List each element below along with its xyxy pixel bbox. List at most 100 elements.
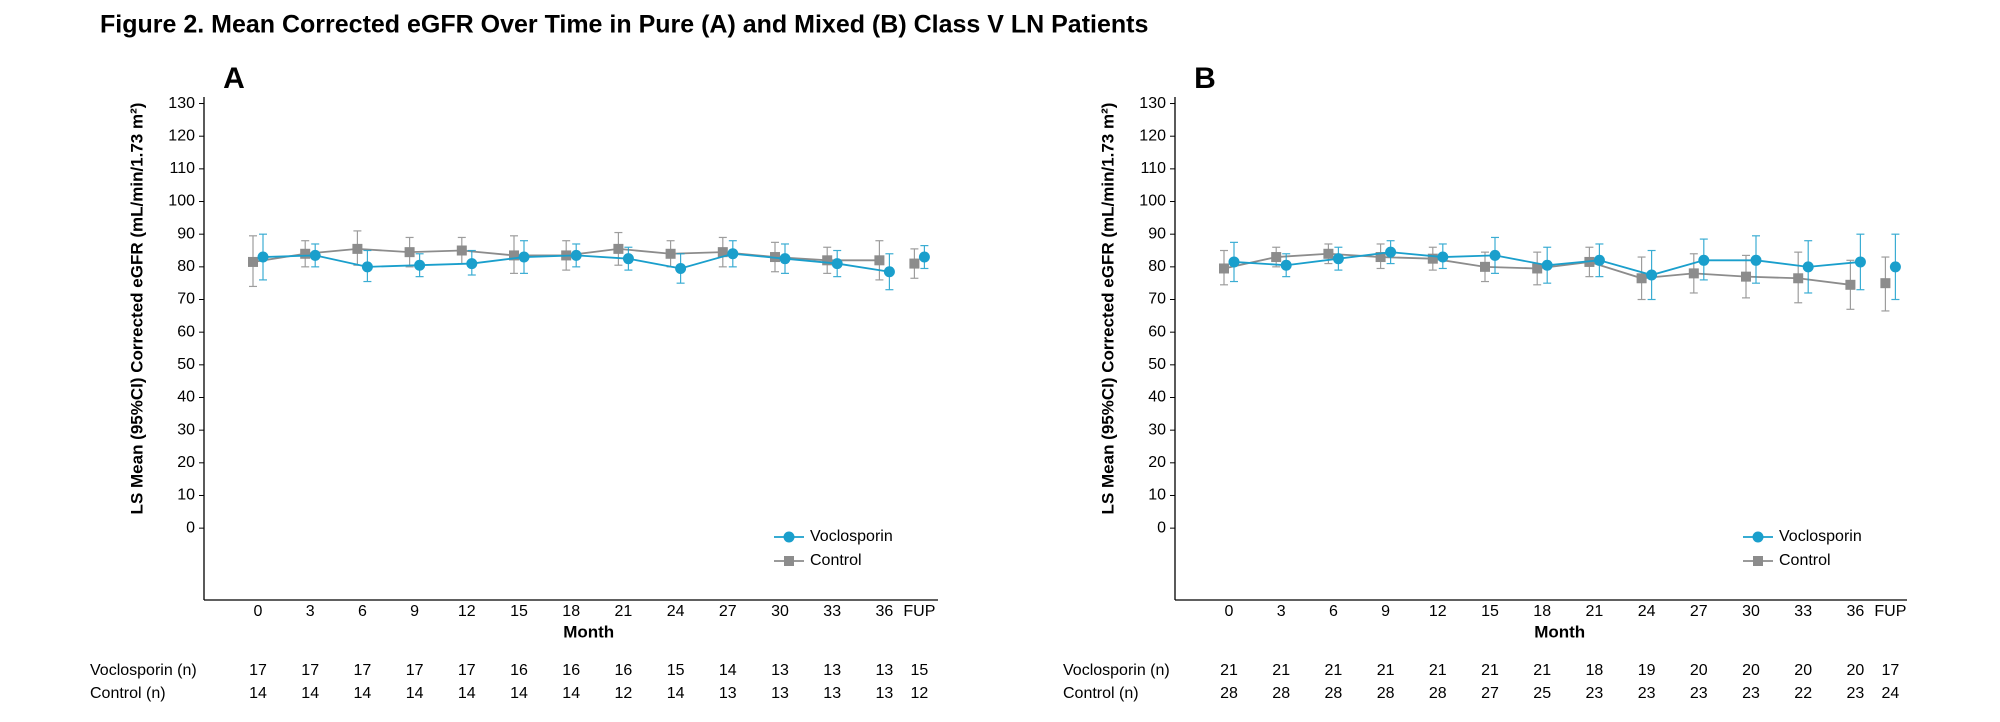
y-tick-label: 90	[1148, 225, 1166, 242]
y-tick-label: 100	[1139, 193, 1166, 210]
marker	[770, 252, 780, 263]
x-tick-label: 21	[615, 603, 633, 620]
marker	[883, 266, 895, 278]
n-value: 23	[1638, 685, 1656, 702]
n-value: 14	[354, 685, 372, 702]
y-tick-label: 120	[168, 127, 195, 144]
n-value: 19	[1638, 662, 1656, 679]
n-value: 23	[1690, 685, 1708, 702]
n-value: 13	[876, 685, 894, 702]
y-tick-label: 110	[1140, 160, 1166, 177]
y-tick-label: 50	[177, 356, 195, 373]
legend-label: Control	[810, 552, 862, 569]
y-tick-label: 80	[1148, 258, 1166, 275]
marker	[822, 255, 833, 266]
legend-label: Voclosporin	[1779, 528, 1862, 545]
marker	[1375, 252, 1386, 263]
y-tick-label: 110	[169, 160, 195, 177]
x-tick-label: 0	[254, 603, 263, 620]
n-value: 21	[1272, 662, 1290, 679]
x-tick-label: 0	[1225, 603, 1234, 620]
legend-marker	[1752, 531, 1764, 543]
x-tick-label: 33	[1794, 603, 1812, 620]
x-tick-label: 27	[1690, 603, 1708, 620]
y-tick-label: 30	[1148, 421, 1166, 438]
marker	[1750, 254, 1762, 266]
x-tick-label: 21	[1586, 603, 1604, 620]
n-value: 23	[1586, 685, 1604, 702]
y-tick-label: 80	[177, 258, 195, 275]
marker	[1688, 268, 1699, 279]
legend-marker	[784, 556, 794, 566]
marker	[300, 248, 311, 259]
marker	[456, 245, 467, 256]
n-row-label: Control (n)	[90, 685, 166, 702]
n-value: 21	[1325, 662, 1343, 679]
y-tick-label: 120	[1139, 127, 1166, 144]
x-tick-label: 36	[1847, 603, 1865, 620]
marker	[1480, 261, 1490, 272]
marker	[1854, 256, 1866, 268]
marker	[1646, 269, 1658, 281]
y-tick-label: 60	[1148, 323, 1166, 340]
n-value: 14	[667, 685, 685, 702]
n-value: 23	[1742, 685, 1760, 702]
n-value: 28	[1429, 685, 1447, 702]
y-axis-title: LS Mean (95%CI) Corrected eGFR (mL/min/1…	[1098, 103, 1117, 515]
n-value: 13	[823, 685, 841, 702]
marker	[1889, 261, 1901, 273]
y-tick-label: 20	[1148, 454, 1166, 471]
marker	[779, 253, 791, 265]
n-value: 28	[1325, 685, 1343, 702]
y-tick-label: 30	[177, 421, 195, 438]
marker	[1437, 251, 1449, 263]
marker	[466, 258, 478, 270]
n-value: 17	[406, 662, 424, 679]
x-tick-label: FUP	[1874, 603, 1906, 620]
marker	[1845, 279, 1856, 290]
panel-label: A	[223, 62, 245, 95]
n-row-label: Voclosporin (n)	[1063, 662, 1170, 679]
marker	[361, 261, 373, 273]
marker	[248, 256, 258, 267]
n-value: 16	[615, 662, 633, 679]
n-value: 14	[406, 685, 424, 702]
marker	[1427, 253, 1438, 264]
y-tick-label: 10	[1148, 487, 1166, 504]
series	[1228, 233, 1901, 301]
figure-title: Figure 2. Mean Corrected eGFR Over Time …	[100, 11, 1148, 39]
x-tick-label: 6	[358, 603, 367, 620]
panel-label: B	[1194, 62, 1216, 95]
y-tick-label: 50	[1148, 356, 1166, 373]
marker	[727, 248, 739, 260]
marker	[352, 243, 363, 254]
marker	[561, 250, 572, 261]
n-value: 14	[719, 662, 737, 679]
marker	[874, 255, 885, 266]
marker	[675, 262, 687, 274]
n-value: 21	[1481, 662, 1499, 679]
n-row-label: Control (n)	[1063, 685, 1139, 702]
marker	[1698, 254, 1710, 266]
n-value: 28	[1220, 685, 1238, 702]
marker	[1228, 256, 1240, 268]
marker	[1541, 259, 1553, 271]
legend-marker	[783, 531, 795, 543]
n-value: 20	[1794, 662, 1812, 679]
marker	[665, 248, 676, 259]
marker	[613, 243, 624, 254]
marker	[1489, 249, 1501, 261]
x-tick-label: 36	[876, 603, 894, 620]
y-tick-label: 100	[168, 193, 195, 210]
n-value: 13	[876, 662, 894, 679]
marker	[1741, 271, 1751, 282]
marker	[1593, 254, 1605, 266]
n-value: 12	[615, 685, 633, 702]
marker	[1332, 253, 1344, 265]
x-axis-title: Month	[1534, 622, 1585, 641]
marker	[1323, 248, 1334, 259]
marker	[1880, 278, 1891, 289]
marker	[404, 247, 415, 258]
marker	[1636, 273, 1647, 284]
